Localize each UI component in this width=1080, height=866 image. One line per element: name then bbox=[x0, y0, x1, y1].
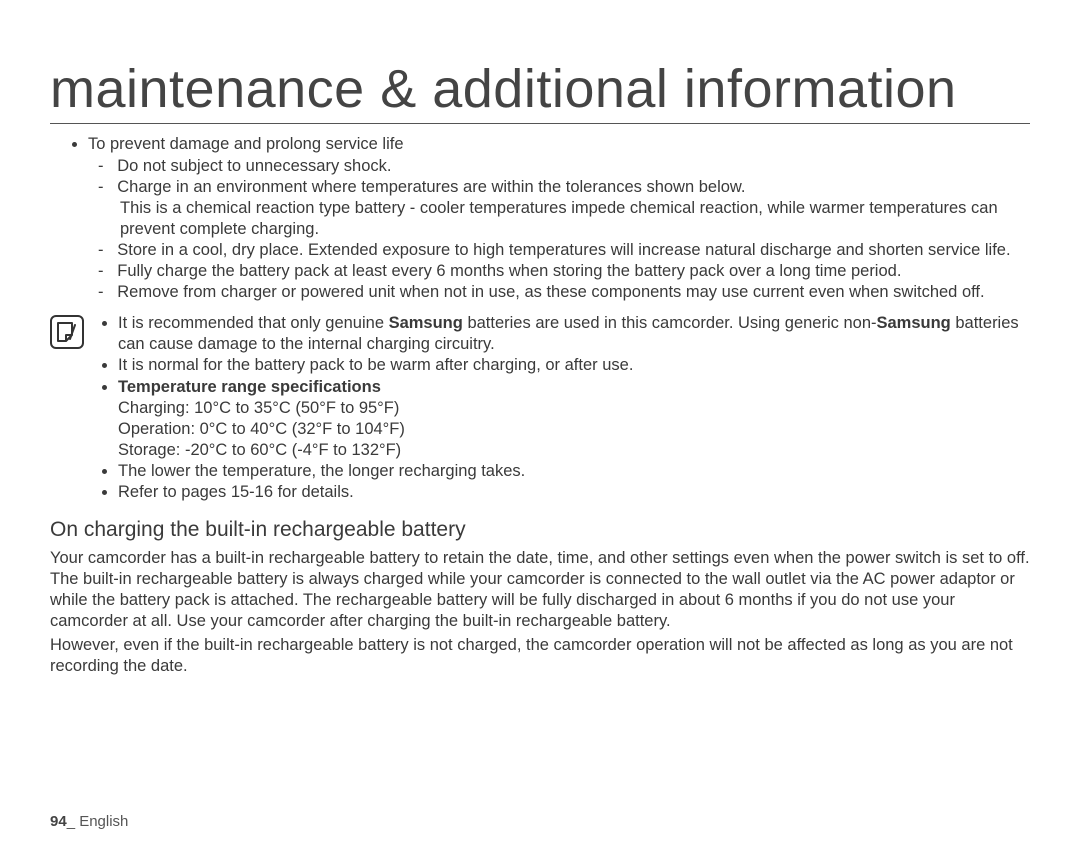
brand-name: Samsung bbox=[877, 314, 951, 332]
note-bold-heading: Temperature range specifications bbox=[118, 378, 381, 396]
dash-item: Store in a cool, dry place. Extended exp… bbox=[98, 240, 1030, 261]
body-paragraph: Your camcorder has a built-in rechargeab… bbox=[50, 548, 1030, 632]
dash-item: Charge in an environment where temperatu… bbox=[98, 177, 1030, 240]
dash-item: Remove from charger or powered unit when… bbox=[98, 282, 1030, 303]
page-footer: 94_ English bbox=[50, 813, 128, 830]
note-block: It is recommended that only genuine Sams… bbox=[50, 313, 1030, 503]
note-item: The lower the temperature, the longer re… bbox=[118, 461, 1030, 482]
body-text: To prevent damage and prolong service li… bbox=[50, 134, 1030, 676]
top-bullet-list: To prevent damage and prolong service li… bbox=[50, 134, 1030, 303]
document-page: maintenance & additional information To … bbox=[0, 0, 1080, 866]
page-number: 94 bbox=[50, 813, 67, 830]
subheading: On charging the built-in rechargeable ba… bbox=[50, 517, 1030, 544]
dash-item: Do not subject to unnecessary shock. bbox=[98, 156, 1030, 177]
page-title: maintenance & additional information bbox=[50, 60, 1030, 124]
dash-item: Fully charge the battery pack at least e… bbox=[98, 261, 1030, 282]
dash-list: Do not subject to unnecessary shock.Char… bbox=[88, 156, 1030, 304]
note-item: It is normal for the battery pack to be … bbox=[118, 355, 1030, 376]
body-paragraph: However, even if the built-in rechargeab… bbox=[50, 635, 1030, 677]
footer-sep: _ bbox=[67, 813, 80, 830]
note-icon bbox=[50, 315, 84, 355]
note-content: It is recommended that only genuine Sams… bbox=[96, 313, 1030, 503]
paragraphs-container: Your camcorder has a built-in rechargeab… bbox=[50, 548, 1030, 677]
note-item: Temperature range specificationsCharging… bbox=[118, 377, 1030, 461]
brand-name: Samsung bbox=[389, 314, 463, 332]
note-item: It is recommended that only genuine Sams… bbox=[118, 313, 1030, 355]
note-item: Refer to pages 15-16 for details. bbox=[118, 482, 1030, 503]
note-list: It is recommended that only genuine Sams… bbox=[96, 313, 1030, 503]
top-bullet-text: To prevent damage and prolong service li… bbox=[88, 135, 404, 153]
footer-language: English bbox=[79, 813, 128, 830]
top-bullet-item: To prevent damage and prolong service li… bbox=[88, 134, 1030, 303]
